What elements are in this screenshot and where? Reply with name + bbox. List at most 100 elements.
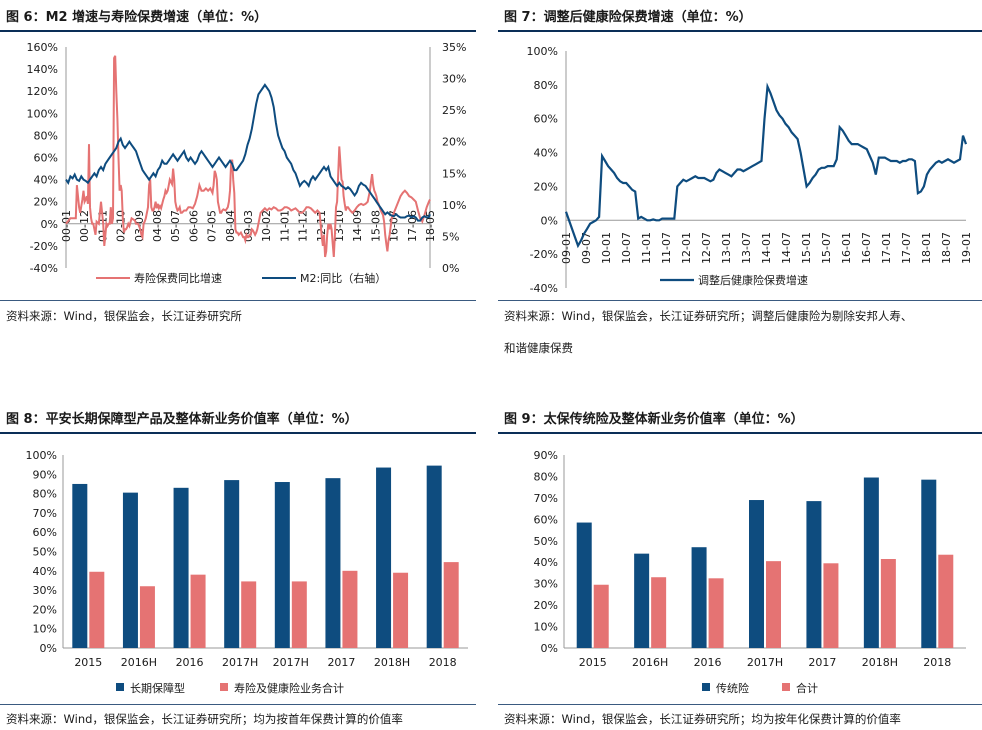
chart4-x-tick: 2017	[808, 656, 836, 669]
chart3-bar-b	[190, 574, 206, 648]
chart2-x-tick: 10-07	[620, 232, 633, 264]
chart4-bar-b	[766, 561, 781, 648]
chart1-y-left-tick: 140%	[27, 63, 58, 76]
chart1-x-tick: 07-05	[206, 210, 219, 242]
chart1-x-tick: 05-07	[169, 210, 182, 242]
chart3-bar-a	[376, 467, 392, 648]
chart4-bar-a	[634, 553, 650, 648]
chart2-title: 图 7：调整后健康险保费增速（单位：%）	[504, 10, 752, 25]
chart2-x-tick: 11-01	[640, 232, 653, 264]
chart3-y-tick: 40%	[33, 565, 57, 578]
chart1-y-left-tick: 60%	[34, 152, 58, 165]
chart1-title-rule	[0, 30, 476, 32]
chart2-x-tick: 11-07	[660, 232, 673, 264]
chart4-x-tick: 2018H	[862, 656, 898, 669]
chart2-x-tick: 13-07	[740, 232, 753, 264]
chart3-bar-b	[443, 562, 459, 648]
chart3-y-tick: 80%	[33, 488, 57, 501]
chart4-bar-a	[576, 522, 592, 648]
chart3-y-tick: 90%	[33, 468, 57, 481]
chart3-x-tick: 2015	[74, 656, 102, 669]
chart3-svg: 0% 10% 20% 30% 40% 50% 60% 70% 80% 90% 100% 2015 201…	[26, 449, 468, 695]
chart1-source-rule	[0, 300, 476, 301]
chart3-x-tick: 2017H	[222, 656, 258, 669]
chart1-y-right-tick: 10%	[442, 199, 466, 212]
chart1-x-tick: 17-06	[406, 210, 419, 242]
chart3-x-tick: 2016	[176, 656, 204, 669]
chart2-x-tick: 12-01	[680, 232, 693, 264]
chart3-y-tick: 70%	[33, 507, 57, 520]
chart1-y-left-tick: -40%	[30, 262, 58, 275]
chart3-y-tick: 20%	[33, 603, 57, 616]
chart1-series-m2-line	[65, 83, 431, 222]
chart3-y-tick: 60%	[33, 526, 57, 539]
chart4-y-tick: 60%	[534, 513, 558, 526]
chart2-y-tick: -20%	[530, 248, 558, 261]
chart2-x-tick: 13-01	[720, 232, 733, 264]
chart1-y-right-tick: 15%	[442, 167, 466, 180]
chart4-bar-b	[651, 577, 667, 648]
chart4-x-tick: 2016H	[632, 656, 668, 669]
chart4-bar-b	[880, 559, 896, 648]
chart4-bar-a	[806, 501, 822, 648]
chart3-x-tick: 2017H	[273, 656, 309, 669]
chart3-title: 图 8：平安长期保障型产品及整体新业务价值率（单位：%）	[6, 412, 358, 427]
chart1-y-left-tick: 120%	[27, 85, 58, 98]
chart1-x-tick: 00-01	[60, 210, 73, 242]
chart1-title: 图 6：M2 增速与寿险保费增速（单位：%）	[6, 10, 268, 25]
chart1-series-life-premium-line	[65, 55, 431, 258]
chart3-x-tick: 2018	[429, 656, 457, 669]
chart3-bar-b	[393, 572, 409, 648]
chart2-x-tick: 09-01	[560, 232, 573, 264]
chart2-title-rule	[498, 30, 982, 32]
chart4-legend-label: 合计	[796, 681, 818, 695]
chart1-y-right-tick: 5%	[442, 230, 459, 243]
chart4-bar-a	[691, 547, 707, 648]
chart4-y-tick: 50%	[534, 535, 558, 548]
chart2-y-tick: 40%	[534, 147, 558, 160]
chart2-source-line2: 和谐健康保费	[504, 341, 573, 355]
chart3-bar-a	[325, 478, 341, 648]
chart4-y-tick: 10%	[534, 621, 558, 634]
chart2-legend-label: 调整后健康险保费增速	[698, 273, 808, 287]
chart4-y-tick: 40%	[534, 556, 558, 569]
chart2-x-tick: 16-01	[840, 232, 853, 264]
chart4-y-tick: 70%	[534, 492, 558, 505]
chart4-y-tick: 90%	[534, 449, 558, 462]
chart1-y-right-tick: 20%	[442, 136, 466, 149]
chart2-y-tick: 0%	[541, 214, 558, 227]
chart2-y-tick: 100%	[527, 45, 558, 58]
chart2-x-tick: 15-07	[820, 232, 833, 264]
chart4-x-tick: 2017H	[747, 656, 783, 669]
chart4-y-tick: 0%	[541, 642, 558, 655]
chart3-bar-a	[274, 482, 290, 648]
chart4-title: 图 9：太保传统险及整体新业务价值率（单位：%）	[504, 412, 804, 427]
chart3-source: 资料来源：Wind，银保监会，长江证券研究所；均为按首年保费计算的价值率	[6, 712, 403, 726]
chart3-source-rule	[0, 704, 476, 705]
chart4-legend-label: 传统险	[716, 681, 749, 695]
chart4-x-tick: 2018	[923, 656, 951, 669]
chart1-y-right-tick: 30%	[442, 73, 466, 86]
chart1-x-tick: 11-12	[297, 210, 310, 242]
chart3-bar-b	[241, 581, 257, 648]
chart2-x-tick: 17-07	[900, 232, 913, 264]
chart1-svg: -40% -20% 0% 20% 40% 60% 80% 100% 120% 140% 160% 0%…	[27, 41, 467, 285]
chart1-source: 资料来源：Wind，银保监会，长江证券研究所	[6, 309, 242, 323]
chart3-legend-swatch	[116, 683, 124, 691]
chart3-bar-a	[72, 483, 88, 648]
chart1-y-left-tick: 0%	[41, 218, 58, 231]
chart2-series-health-line	[564, 82, 968, 249]
chart3-bar-b	[342, 570, 358, 648]
chart3-bar-a	[224, 480, 240, 648]
chart1-y-left-tick: 100%	[27, 107, 58, 120]
chart3-y-tick: 30%	[33, 584, 57, 597]
chart2-y-tick: -40%	[530, 282, 558, 295]
chart3-x-tick: 2018H	[374, 656, 410, 669]
chart4-source-rule	[498, 704, 982, 705]
chart2-x-tick: 12-07	[700, 232, 713, 264]
chart3-legend-swatch	[220, 683, 228, 691]
chart2-y-tick: 60%	[534, 113, 558, 126]
chart4-y-tick: 20%	[534, 599, 558, 612]
chart4-bar-a	[863, 477, 879, 648]
chart4-y-tick: 30%	[534, 578, 558, 591]
